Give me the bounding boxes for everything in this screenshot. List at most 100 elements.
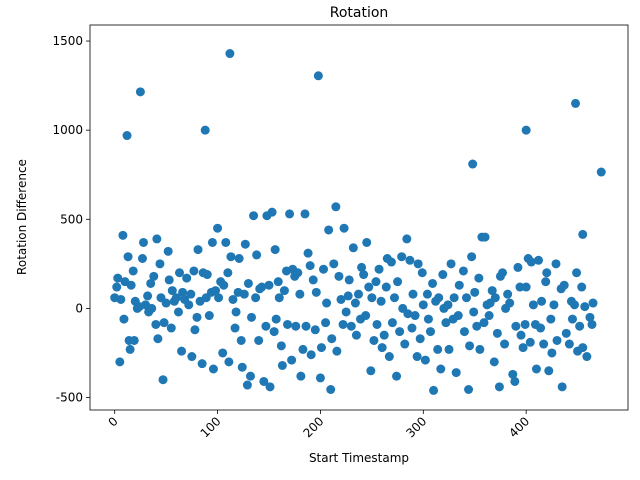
x-tick-label: 300 <box>403 414 429 440</box>
point <box>557 382 567 392</box>
point <box>459 327 469 337</box>
point <box>254 335 264 345</box>
point <box>173 307 183 317</box>
point <box>291 321 301 331</box>
point <box>377 343 387 353</box>
point <box>273 277 283 287</box>
point <box>264 280 274 290</box>
point <box>187 352 197 362</box>
point <box>149 271 159 281</box>
point <box>113 273 123 283</box>
point <box>310 325 320 335</box>
point <box>177 346 187 356</box>
point <box>436 364 446 374</box>
point <box>240 239 250 249</box>
point <box>367 293 377 303</box>
point <box>119 314 129 324</box>
point <box>308 275 318 285</box>
point <box>221 237 231 247</box>
point <box>386 257 396 267</box>
point <box>423 314 433 324</box>
point <box>521 125 531 135</box>
point <box>251 293 261 303</box>
point <box>539 339 549 349</box>
point <box>167 286 177 296</box>
point <box>547 348 557 358</box>
point <box>237 362 247 372</box>
point <box>343 291 353 301</box>
point <box>115 357 125 367</box>
point <box>397 252 407 262</box>
point <box>166 323 176 333</box>
point <box>270 245 280 255</box>
point <box>475 344 485 354</box>
point <box>392 371 402 381</box>
point <box>561 328 571 338</box>
point <box>242 380 252 390</box>
point <box>357 262 367 272</box>
point <box>301 321 311 331</box>
point <box>395 327 405 337</box>
point <box>300 209 310 219</box>
point <box>135 87 145 97</box>
point <box>324 225 334 235</box>
point <box>570 300 580 310</box>
point <box>182 273 192 283</box>
point <box>305 261 315 271</box>
point <box>415 334 425 344</box>
point <box>484 311 494 321</box>
point <box>408 289 418 299</box>
point <box>407 323 417 333</box>
point <box>441 318 451 328</box>
point <box>261 321 271 331</box>
point <box>287 355 297 365</box>
point <box>155 259 165 269</box>
point <box>285 209 295 219</box>
point <box>515 282 525 292</box>
point <box>186 289 196 299</box>
point <box>200 125 210 135</box>
point <box>283 319 293 329</box>
point <box>321 318 331 328</box>
point <box>585 312 595 322</box>
point <box>306 350 316 360</box>
point <box>259 376 269 386</box>
point <box>158 375 168 385</box>
point <box>582 352 592 362</box>
point <box>420 355 430 365</box>
point <box>518 343 528 353</box>
point <box>151 319 161 329</box>
point <box>207 237 217 247</box>
point <box>190 325 200 335</box>
point <box>243 278 253 288</box>
point <box>171 293 181 303</box>
point <box>500 339 510 349</box>
point <box>428 278 438 288</box>
point <box>219 280 229 290</box>
point <box>230 323 240 333</box>
point <box>192 312 202 322</box>
point <box>231 307 241 317</box>
point <box>443 300 453 310</box>
point <box>413 259 423 269</box>
point <box>379 330 389 340</box>
point <box>118 230 128 240</box>
point <box>372 319 382 329</box>
point <box>137 253 147 263</box>
point <box>444 344 454 354</box>
point <box>381 282 391 292</box>
point <box>596 167 606 177</box>
point <box>516 330 526 340</box>
point <box>580 302 590 312</box>
point <box>303 248 313 258</box>
point <box>336 294 346 304</box>
point <box>204 311 214 321</box>
point <box>575 321 585 331</box>
point <box>350 298 360 308</box>
point <box>578 229 588 239</box>
point <box>400 339 410 349</box>
point <box>293 268 303 278</box>
point <box>434 293 444 303</box>
x-tick-label: 100 <box>198 414 224 440</box>
point <box>163 246 173 256</box>
